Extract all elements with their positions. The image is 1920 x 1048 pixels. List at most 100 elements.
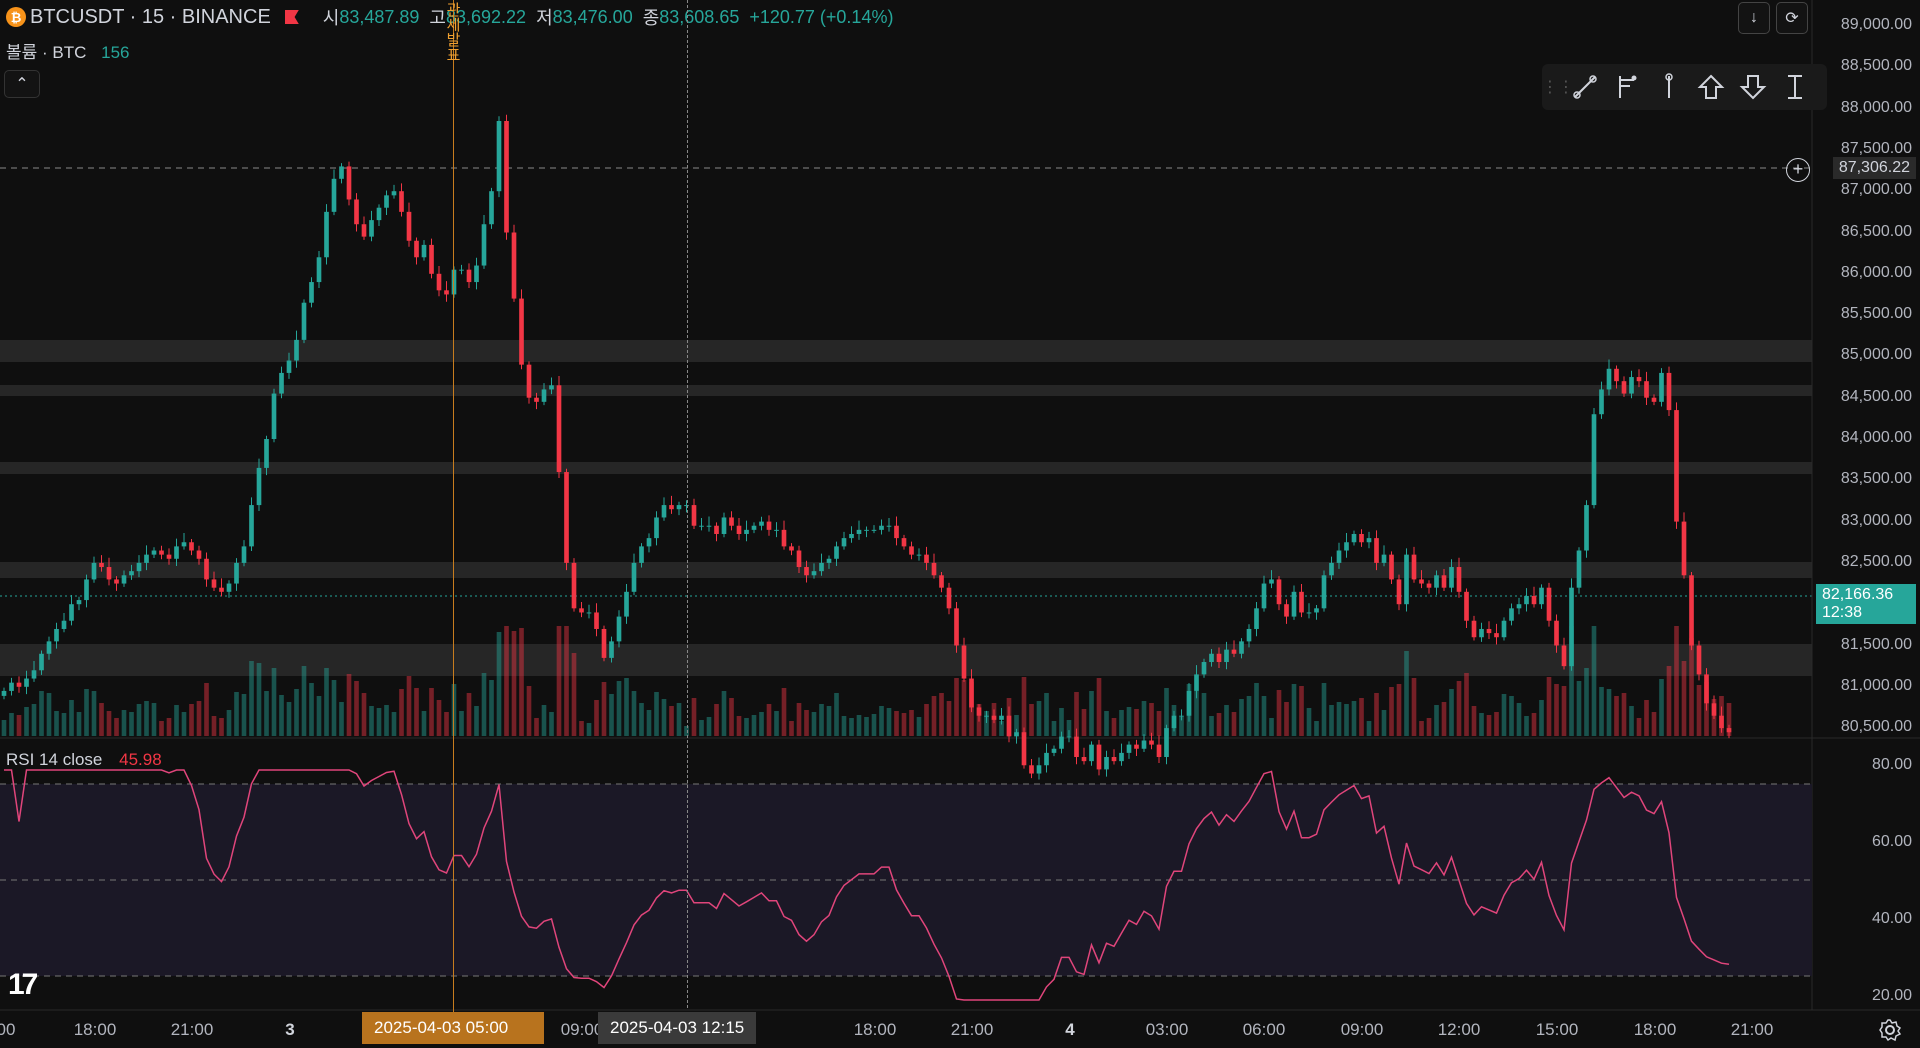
candle bbox=[609, 641, 614, 658]
volume-bar bbox=[1081, 709, 1087, 736]
change-value: +120.77 (+0.14%) bbox=[749, 6, 894, 27]
volume-bar bbox=[211, 716, 217, 736]
volume-bar bbox=[1239, 699, 1244, 736]
candle bbox=[1449, 567, 1454, 588]
bar-countdown: 12:38 bbox=[1822, 604, 1863, 621]
candle bbox=[1104, 757, 1109, 770]
flag-icon[interactable] bbox=[284, 10, 299, 24]
candle bbox=[789, 546, 794, 551]
fib-button[interactable] bbox=[1606, 67, 1648, 107]
candle bbox=[1411, 554, 1417, 580]
crosshair-price-tag: 87,306.22 bbox=[1832, 157, 1916, 179]
tradingview-logo[interactable]: 17 bbox=[8, 968, 38, 1001]
volume-bar bbox=[849, 718, 854, 736]
sr-zone bbox=[0, 562, 1812, 578]
volume-bar bbox=[1681, 661, 1687, 736]
volume-bar bbox=[1329, 705, 1334, 736]
candle bbox=[1059, 736, 1064, 749]
drag-handle-icon[interactable]: ⋮⋮ bbox=[1542, 79, 1574, 96]
volume-bar bbox=[399, 689, 404, 736]
add-alert-icon[interactable]: + bbox=[1786, 158, 1810, 182]
volume-bar bbox=[339, 702, 344, 736]
trend-line-button[interactable] bbox=[1564, 67, 1606, 107]
candle bbox=[751, 525, 757, 530]
candle bbox=[1726, 728, 1732, 733]
rsi-legend: RSI 14 close 45.98 bbox=[6, 750, 162, 770]
arrow-up-button[interactable] bbox=[1690, 67, 1732, 107]
volume-bar bbox=[1044, 693, 1049, 736]
volume-bar bbox=[1411, 678, 1417, 736]
candle bbox=[1621, 381, 1627, 394]
volume-bar bbox=[1674, 626, 1679, 736]
price-axis-label: 88,000.00 bbox=[1840, 98, 1912, 116]
symbol-title[interactable]: BTCUSDT · 15 · BINANCE bbox=[30, 5, 271, 28]
candle bbox=[1014, 732, 1019, 737]
candle bbox=[976, 707, 982, 716]
volume-bar bbox=[1561, 686, 1567, 736]
announcement-line[interactable] bbox=[453, 0, 454, 1012]
candle bbox=[249, 505, 254, 547]
volume-bar bbox=[534, 718, 539, 736]
candle bbox=[526, 364, 532, 398]
volume-bar bbox=[1621, 693, 1627, 736]
candle bbox=[1306, 612, 1312, 614]
candle bbox=[1651, 397, 1657, 402]
candle bbox=[511, 232, 517, 299]
candle bbox=[61, 620, 67, 629]
candle bbox=[1591, 414, 1597, 506]
volume-bar bbox=[1156, 711, 1162, 736]
candle bbox=[991, 715, 997, 720]
candle bbox=[1186, 690, 1192, 716]
candle bbox=[1269, 579, 1274, 584]
volume-bar bbox=[1509, 696, 1514, 736]
candle bbox=[271, 393, 277, 439]
volume-bar bbox=[864, 717, 869, 736]
candle bbox=[999, 715, 1004, 720]
volume-bar bbox=[1074, 692, 1079, 736]
candle bbox=[489, 191, 494, 225]
volume-bar bbox=[174, 705, 179, 736]
candle bbox=[1201, 662, 1207, 675]
download-button[interactable]: ↓ bbox=[1738, 2, 1770, 34]
candle bbox=[1599, 389, 1604, 415]
volume-bar bbox=[1, 720, 7, 736]
arrow-down-button[interactable] bbox=[1732, 67, 1774, 107]
rsi-axis-label: 20.00 bbox=[1871, 987, 1912, 1004]
volume-bar bbox=[624, 678, 629, 736]
volume-bar bbox=[676, 703, 682, 736]
candle bbox=[84, 579, 89, 601]
candle bbox=[774, 529, 779, 531]
time-axis-label: 06:00 bbox=[1242, 1020, 1286, 1039]
candle bbox=[631, 562, 637, 592]
candle bbox=[766, 521, 772, 530]
volume-bar bbox=[1419, 721, 1424, 736]
candle bbox=[1629, 377, 1634, 394]
volume-bar bbox=[1644, 700, 1649, 736]
volume-bar bbox=[1434, 705, 1439, 736]
long-position-button[interactable] bbox=[1648, 67, 1690, 107]
volume-bar bbox=[144, 701, 149, 736]
candle bbox=[1066, 736, 1072, 738]
swap-button[interactable]: ⟳ bbox=[1776, 2, 1808, 34]
volume-bar bbox=[1021, 677, 1027, 736]
price-axis-label: 81,500.00 bbox=[1840, 635, 1912, 653]
candle bbox=[1434, 575, 1439, 588]
measure-button[interactable] bbox=[1774, 67, 1816, 107]
volume-bar bbox=[721, 691, 727, 736]
volume-bar bbox=[196, 701, 202, 736]
collapse-legend-button[interactable]: ⌃ bbox=[4, 70, 40, 98]
gear-icon[interactable] bbox=[1878, 1018, 1902, 1042]
candle bbox=[1696, 645, 1702, 675]
candle bbox=[91, 562, 97, 580]
candle bbox=[654, 517, 659, 539]
candle bbox=[436, 273, 442, 291]
volume-bar bbox=[256, 663, 262, 736]
volume-bar bbox=[991, 703, 997, 736]
candle bbox=[1351, 533, 1357, 543]
volume-bar bbox=[744, 718, 749, 736]
last-price-value: 82,166.36 bbox=[1822, 586, 1894, 603]
volume-bar bbox=[1531, 713, 1537, 736]
candle bbox=[76, 600, 82, 605]
candle bbox=[856, 529, 862, 534]
